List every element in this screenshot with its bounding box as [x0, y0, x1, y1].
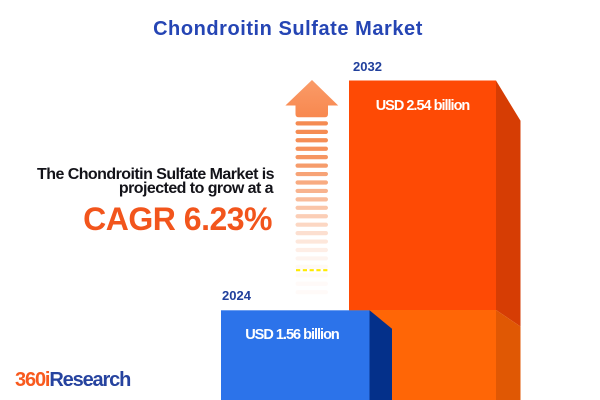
chart-title: Chondroitin Sulfate Market — [153, 18, 423, 40]
arrow-stripe — [295, 281, 328, 286]
arrow-stripe — [295, 155, 328, 160]
arrow-stripe — [295, 247, 328, 253]
bar-2032-front-top — [349, 80, 496, 310]
arrow-stripe — [295, 290, 328, 295]
bar-2024-front — [221, 310, 370, 400]
arrow-stripe — [295, 222, 328, 227]
arrow-head — [285, 80, 339, 118]
bar-value-2032: USD 2.54 billion — [375, 98, 471, 114]
cagr-value: CAGR 6.23% — [83, 200, 272, 237]
arrow-stripe — [295, 264, 328, 269]
growth-arrow-icon — [285, 80, 339, 295]
bar-2024-side — [369, 310, 392, 400]
bar-label-2024: 2024 — [222, 288, 251, 303]
tagline-line1: The Chondroitin Sulfate Market is — [37, 166, 275, 183]
arrow-stripe — [295, 256, 328, 261]
arrow-stripe — [295, 180, 328, 185]
logo-suffix: Research — [49, 368, 131, 391]
arrow-stripe — [295, 121, 328, 126]
bar-2032 — [349, 80, 521, 400]
bar-2024 — [221, 310, 392, 400]
arrow-stripe — [295, 197, 328, 202]
logo: 360iResearch — [15, 368, 131, 392]
arrow-stripes — [295, 121, 328, 295]
arrow-stripe — [295, 188, 328, 194]
tagline-line2: projected to grow at a — [118, 180, 274, 197]
arrow-stripe — [295, 214, 328, 219]
bar-value-2024: USD 1.56 billion — [245, 327, 340, 343]
arrow-stripe — [295, 146, 328, 151]
bar-label-2032: 2032 — [353, 59, 382, 74]
arrow-stripe — [295, 171, 328, 177]
arrow-stripe — [295, 163, 328, 168]
arrow-stripe — [295, 205, 328, 210]
arrow-stripe — [295, 231, 328, 236]
arrow-stripe — [295, 273, 328, 278]
bar-2032-side-top — [496, 80, 521, 327]
logo-prefix: 360i — [15, 368, 50, 391]
bar-2032-side-bottom — [496, 310, 521, 400]
arrow-stripe — [295, 129, 328, 134]
arrow-stripe — [295, 138, 328, 143]
arrow-stripe — [295, 239, 328, 244]
